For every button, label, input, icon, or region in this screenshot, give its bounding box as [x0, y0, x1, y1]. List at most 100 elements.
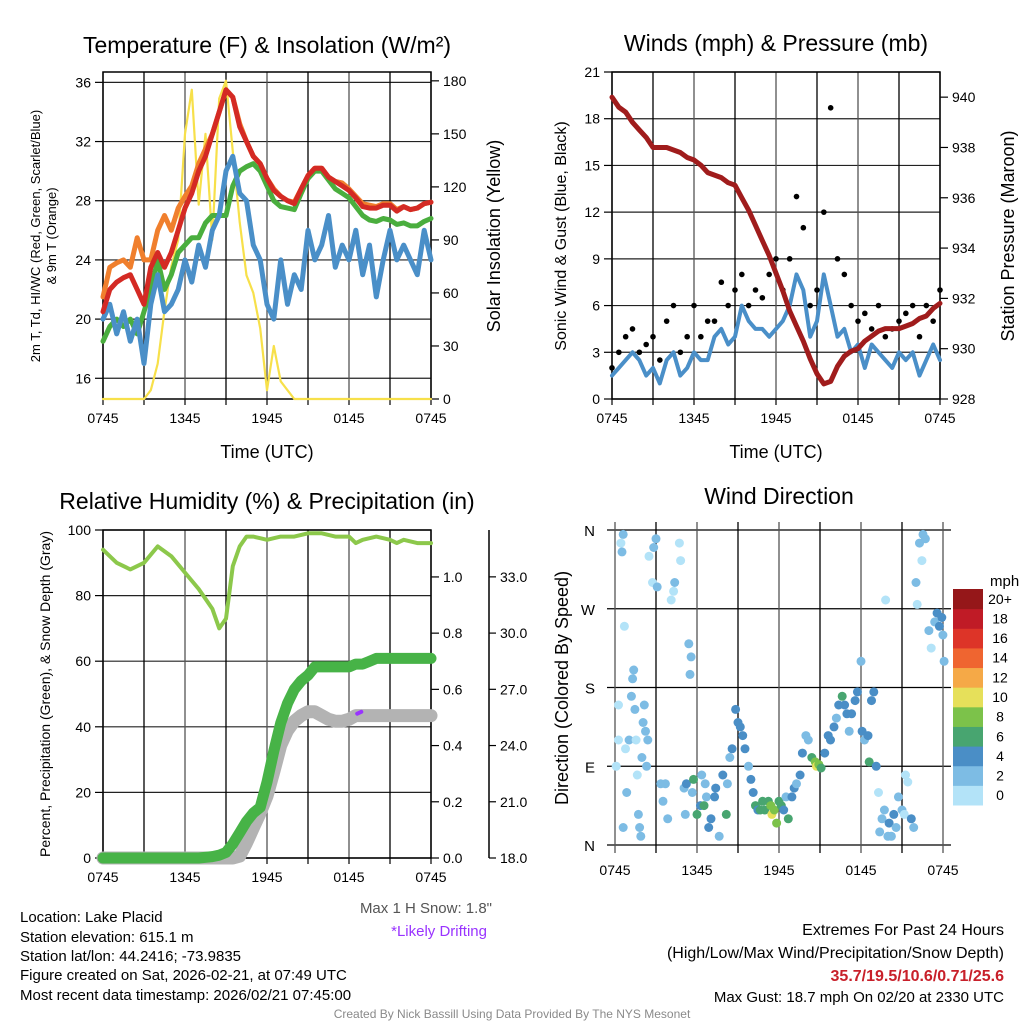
colorbar-swatch [953, 706, 983, 727]
wind-direction-point [687, 788, 697, 797]
wind-direction-point [624, 735, 634, 745]
humidity-x-tick-label: 0145 [333, 869, 364, 885]
colorbar-tick-label: 0 [996, 787, 1004, 803]
footer: Location: Lake Placid Station elevation:… [20, 900, 1004, 1021]
wind-direction-ylabel: Direction (Colored By Speed) [552, 571, 572, 805]
wind-direction-point [619, 621, 629, 631]
wind-direction-point [912, 599, 922, 609]
gust-point [916, 333, 923, 340]
gust-point [903, 310, 909, 317]
temperature-title: Temperature (F) & Insolation (W/m²) [83, 32, 451, 58]
gust-point [657, 357, 663, 363]
wind-direction-point [875, 827, 885, 837]
wind-y-tick-label: 12 [584, 204, 600, 220]
gust-point [609, 365, 615, 371]
relative-humidity-line [101, 531, 433, 631]
wind-direction-point [735, 722, 745, 732]
wind-direction-point [689, 774, 698, 784]
wind-direction-point [909, 823, 919, 832]
extremes-subtitle: (High/Low/Max Wind/Precipitation/Snow De… [667, 945, 1004, 962]
gust-point [643, 341, 649, 348]
precip-y-tick-label: 0.6 [443, 681, 463, 697]
wind-direction-point [642, 761, 652, 771]
drifting-note: *Likely Drifting [391, 923, 487, 940]
snow-depth-tick-label: 21.0 [500, 794, 527, 810]
gust-point [739, 271, 745, 278]
wind-direction-point [681, 779, 691, 789]
gust-point [691, 302, 697, 309]
wind-direction-point [837, 691, 847, 701]
direction-tick-label: E [585, 759, 595, 776]
location-text: Location: Lake Placid [20, 909, 163, 926]
wind-direction-point [697, 770, 707, 780]
wind-direction-point [639, 700, 649, 710]
wind-direction-point [621, 744, 630, 754]
wind-direction-point [871, 761, 881, 771]
wind-direction-point [636, 831, 646, 841]
precip-y-tick-label: 0.0 [443, 850, 463, 866]
direction-tick-label: S [585, 681, 595, 698]
gust-point [616, 349, 622, 356]
wind-direction-point [700, 779, 710, 789]
colorbar-swatch [953, 628, 983, 649]
wind-direction-point [877, 814, 887, 824]
2m-temperature-line [100, 87, 434, 315]
windchill-line [100, 153, 434, 366]
gust-point [937, 287, 943, 293]
wind-direction-point [826, 735, 835, 745]
temperature-ylabel: 2m T, Td, HI/WC (Red, Green, Scarlet/Blu… [28, 110, 43, 362]
wind-direction-point [618, 529, 628, 539]
winds-plot-frame [611, 71, 941, 400]
snow-depth-tick-label: 30.0 [500, 625, 527, 641]
wind-direction-point [795, 770, 805, 780]
wind-direction-point [631, 735, 641, 745]
colorbar-tick-label: 6 [996, 728, 1004, 744]
wind-y-tick-label: 18 [584, 111, 600, 127]
wind-direction-point [852, 687, 862, 697]
precip-y-tick-label: 1.0 [443, 569, 463, 585]
colorbar-swatch [953, 589, 983, 610]
humidity-y-tick-label: 60 [75, 653, 91, 669]
humidity-x-tick-label: 0745 [415, 869, 446, 885]
wind-direction-point [903, 777, 913, 787]
colorbar-tick-label: 20+ [988, 591, 1012, 607]
pressure-y-tick-label: 932 [952, 290, 976, 306]
wind-direction-point [685, 669, 695, 679]
temperature-plot-frame [102, 71, 432, 400]
winds-ylabel: Sonic Wind & Gust (Blue, Black) [553, 121, 570, 350]
humidity-y-tick-label: 80 [75, 588, 91, 604]
wind-direction-point [856, 656, 866, 666]
wind-direction-point [847, 709, 857, 719]
wind-direction-point [850, 696, 860, 706]
gust-point [732, 287, 738, 293]
gust-point [855, 318, 861, 324]
gust-point [862, 310, 868, 317]
wind-direction-point [884, 818, 894, 828]
humidity-x-tick-label: 1945 [251, 869, 282, 885]
wind-direction-point [663, 814, 673, 824]
pressure-y-tick-label: 936 [952, 190, 976, 206]
solar-insolation-line [101, 79, 433, 401]
wind-direction-point [611, 761, 621, 771]
winds-x-tick-label: 0145 [842, 410, 873, 426]
gust-point [773, 256, 779, 262]
wind-direction-point [674, 538, 684, 548]
direction-tick-label: N [584, 838, 595, 855]
wind-direction-point [779, 805, 789, 815]
latlon-text: Station lat/lon: 44.2416; -73.9835 [20, 948, 241, 965]
pressure-y-tick-label: 940 [952, 89, 976, 105]
temperature-x-tick-label: 0145 [333, 410, 364, 426]
humidity-y-tick-label: 0 [83, 850, 91, 866]
gust-point [718, 279, 725, 286]
wind-direction-point [769, 805, 779, 815]
solar-y-tick-label: 60 [443, 285, 459, 301]
wind-direction-point [787, 792, 797, 802]
wind-direction-point [746, 774, 756, 784]
colorbar-tick-label: 12 [992, 669, 1008, 685]
extremes-title: Extremes For Past 24 Hours [802, 922, 1004, 939]
gust-point [930, 318, 936, 324]
colorbar-tick-label: 18 [992, 610, 1008, 626]
wind-direction-point [633, 809, 643, 819]
